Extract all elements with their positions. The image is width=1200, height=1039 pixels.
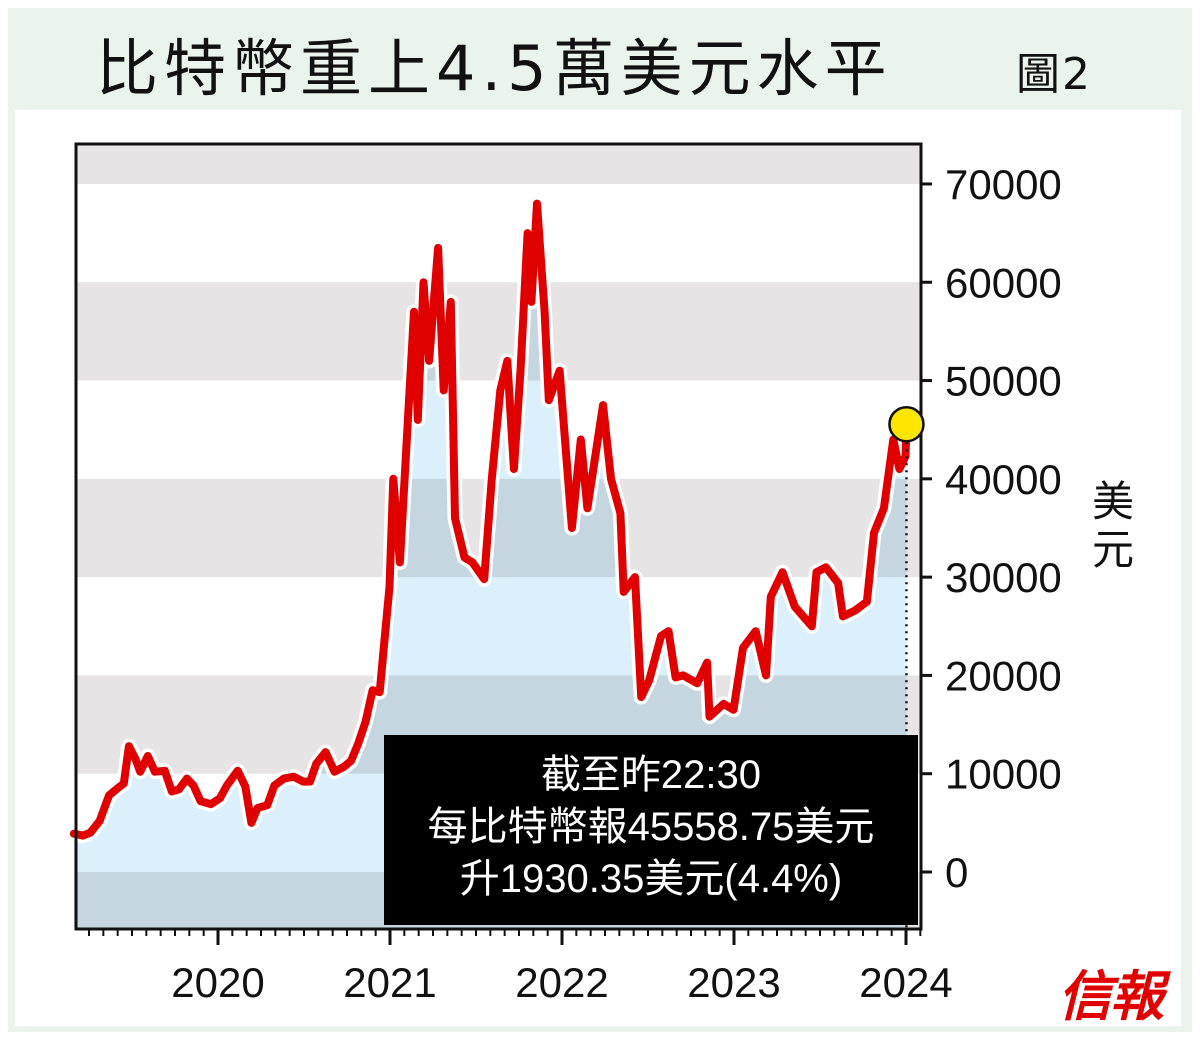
y-tick-label: 0: [945, 849, 968, 896]
y-tick-label: 70000: [945, 161, 1062, 208]
price-annotation: 截至昨22:30 每比特幣報45558.75美元 升1930.35美元(4.4%…: [384, 735, 918, 925]
y-tick-label: 20000: [945, 652, 1062, 699]
x-tick-label: 2024: [859, 959, 952, 1006]
y-axis-label: 美元: [1092, 477, 1135, 574]
grid-band: [76, 282, 921, 381]
figure-label: 圖2: [1016, 49, 1092, 100]
annotation-price: 每比特幣報45558.75美元: [427, 805, 875, 849]
grid-band: [76, 144, 921, 184]
y-tick-label: 30000: [945, 554, 1062, 601]
y-tick-label: 10000: [945, 751, 1062, 798]
y-tick-label: 60000: [945, 259, 1062, 306]
x-tick-label: 2022: [515, 959, 608, 1006]
plot-frame: [74, 142, 923, 931]
annotation-time: 截至昨22:30: [540, 753, 762, 797]
x-tick-label: 2023: [687, 959, 780, 1006]
annotation-change: 升1930.35美元(4.4%): [459, 857, 843, 901]
y-tick-label: 40000: [945, 456, 1062, 503]
price-line: [69, 199, 911, 840]
x-tick-label: 2021: [343, 959, 436, 1006]
hkej-logo: 信報: [1058, 964, 1164, 1028]
chart-title: 比特幣重上4.5萬美元水平: [96, 32, 893, 105]
x-tick-label: 2020: [171, 959, 264, 1006]
y-tick-label: 50000: [945, 358, 1062, 405]
latest-price-marker: [888, 405, 925, 443]
